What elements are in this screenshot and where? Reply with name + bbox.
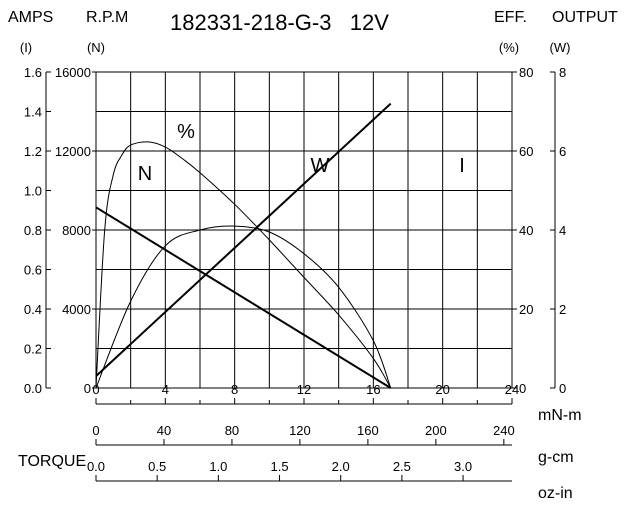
output-curve-label: W <box>311 155 330 177</box>
gcm-tick-label: 0 <box>92 423 99 438</box>
rpm-unit: (N) <box>87 40 105 55</box>
chart-title: 182331-218-G-3 12V <box>170 10 389 35</box>
grid-layer <box>95 71 513 389</box>
mnm-tick-label: 20 <box>435 382 449 397</box>
ozin-tick-label: 1.5 <box>270 459 288 474</box>
gcm-tick-label: 120 <box>289 423 311 438</box>
rpm-tick-label: 8000 <box>62 223 91 238</box>
series-layer <box>95 102 392 389</box>
amps-tick-label: 1.2 <box>24 144 42 159</box>
ozin-tick-label: 2.5 <box>393 459 411 474</box>
rpm-curve-label: N <box>138 163 152 185</box>
mnm-tick-label: 8 <box>231 382 238 397</box>
unit-mnm: mN-m <box>538 407 582 424</box>
output-tick-label: 8 <box>559 65 566 80</box>
gcm-tick-label: 240 <box>493 423 515 438</box>
rpm-header: R.P.M <box>86 9 128 26</box>
efficiency-curve-label: % <box>177 121 195 143</box>
output-tick-label: 2 <box>559 302 566 317</box>
output-tick-label: 4 <box>559 223 566 238</box>
mnm-tick-label: 4 <box>162 382 169 397</box>
gcm-tick-label: 200 <box>425 423 447 438</box>
amps-tick-label: 0.8 <box>24 223 42 238</box>
amps-tick-label: 1.6 <box>24 65 42 80</box>
rpm-tick-label: 12000 <box>55 144 91 159</box>
rpm-curve <box>95 206 392 389</box>
output-header: OUTPUT <box>552 9 618 26</box>
amps-tick-label: 1.4 <box>24 105 42 120</box>
output-unit: (W) <box>550 40 571 55</box>
eff-header: EFF. <box>494 9 527 26</box>
eff-tick-label: 80 <box>519 65 533 80</box>
eff-tick-label: 20 <box>519 302 533 317</box>
amps-tick-label: 0.2 <box>24 342 42 357</box>
gcm-tick-label: 40 <box>157 423 171 438</box>
ozin-tick-label: 2.0 <box>332 459 350 474</box>
rpm-tick-label: 4000 <box>62 302 91 317</box>
eff-tick-label: 0 <box>519 381 526 396</box>
ozin-tick-label: 0.5 <box>148 459 166 474</box>
output-tick-label: 6 <box>559 144 566 159</box>
current-curve-label: I <box>459 155 465 177</box>
eff-tick-label: 40 <box>519 223 533 238</box>
amps-unit: (I) <box>20 40 32 55</box>
rpm-tick-label: 16000 <box>55 65 91 80</box>
axes-layer: 1.61.41.21.00.80.60.40.20.01600012000800… <box>24 65 566 482</box>
eff-tick-label: 60 <box>519 144 533 159</box>
amps-tick-label: 1.0 <box>24 184 42 199</box>
gcm-tick-label: 160 <box>357 423 379 438</box>
amps-header: AMPS <box>8 9 53 26</box>
output-tick-label: 0 <box>559 381 566 396</box>
efficiency-curve <box>95 141 392 389</box>
eff-unit: (%) <box>499 40 519 55</box>
ozin-tick-label: 3.0 <box>454 459 472 474</box>
unit-gcm: g-cm <box>538 449 574 466</box>
output-curve <box>95 225 392 389</box>
mnm-tick-label: 24 <box>505 382 519 397</box>
gcm-tick-label: 80 <box>225 423 239 438</box>
current-curve <box>95 102 392 377</box>
mnm-tick-label: 16 <box>366 382 380 397</box>
unit-ozin: oz-in <box>538 485 573 502</box>
amps-tick-label: 0.4 <box>24 302 42 317</box>
torque-label: TORQUE <box>18 453 86 470</box>
mnm-tick-label: 12 <box>297 382 311 397</box>
labels-layer: N I% W <box>138 121 465 185</box>
mnm-tick-label: 0 <box>92 382 99 397</box>
ozin-tick-label: 1.0 <box>209 459 227 474</box>
rpm-tick-label: 0 <box>84 381 91 396</box>
amps-tick-label: 0.0 <box>24 381 42 396</box>
amps-tick-label: 0.6 <box>24 263 42 278</box>
ozin-tick-label: 0.0 <box>87 459 105 474</box>
